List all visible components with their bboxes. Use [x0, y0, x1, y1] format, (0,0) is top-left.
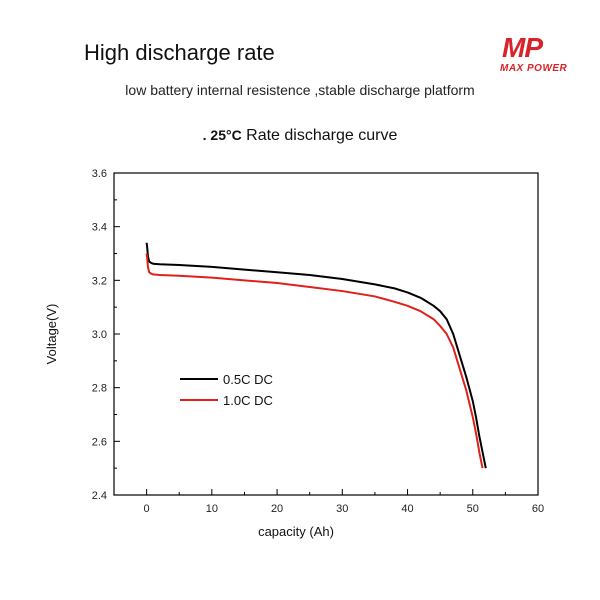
x-tick-label: 10	[206, 503, 218, 515]
page-title: High discharge rate	[84, 40, 275, 65]
logo-mark: MP	[502, 32, 543, 63]
legend-label: 1.0C DC	[223, 393, 273, 408]
x-tick-label: 60	[532, 503, 544, 515]
chart-title-temperature: . 25°C	[202, 127, 242, 143]
x-tick-label: 30	[336, 503, 348, 515]
series-line-black	[145, 242, 487, 469]
x-tick-label: 40	[401, 503, 413, 515]
x-tick-label: 0	[144, 503, 150, 515]
legend-label: 0.5C DC	[223, 372, 273, 387]
x-tick-label: 20	[271, 503, 283, 515]
y-tick-label: 2.8	[92, 383, 107, 395]
brand-logo: MP MAX POWER	[492, 32, 584, 76]
y-tick-label: 3.6	[92, 168, 107, 180]
x-axis-label: capacity (Ah)	[258, 524, 334, 539]
y-tick-label: 2.6	[92, 436, 107, 448]
page-subtitle: low battery internal resistence ,stable …	[125, 82, 475, 98]
plot-frame	[113, 172, 539, 496]
x-tick-label: 50	[467, 503, 479, 515]
y-tick-label: 3.0	[92, 329, 107, 341]
chart-title-text: Rate discharge curve	[241, 127, 398, 144]
y-axis-label: Voltage(V)	[44, 304, 59, 365]
y-tick-label: 3.4	[92, 222, 107, 234]
chart-title: . 25°C Rate discharge curve	[0, 127, 600, 145]
logo-text: MAX POWER	[500, 63, 568, 74]
y-tick-label: 2.4	[92, 490, 107, 502]
series-line-red	[145, 253, 484, 469]
y-tick-label: 3.2	[92, 275, 107, 287]
